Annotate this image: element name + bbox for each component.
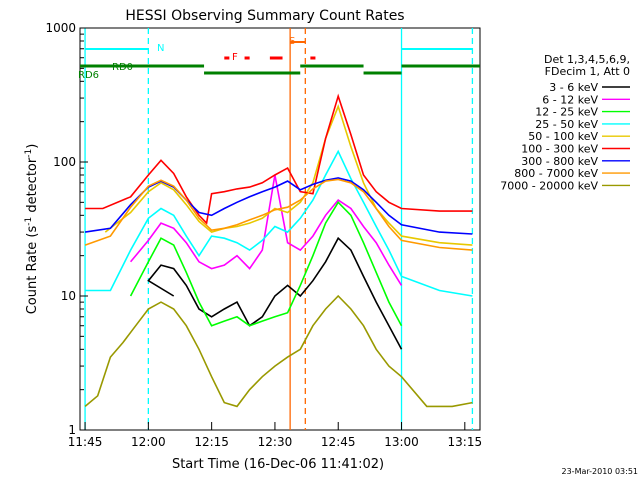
- x-tick-label-2: 12:15: [194, 435, 229, 449]
- annotation-rd0-label: RD0: [112, 62, 133, 73]
- legend-label-6: 300 - 800 keV: [521, 155, 598, 168]
- x-axis-label: Start Time (16-Dec-06 11:41:02): [172, 457, 384, 472]
- timestamp: 23-Mar-2010 03:51: [562, 467, 639, 476]
- annotation-labels: N S F RD0 RD6: [78, 36, 295, 81]
- x-tick-label-1: 12:00: [131, 435, 166, 449]
- series-line-8: [84, 294, 473, 408]
- y-tick-label-2: 100: [53, 155, 76, 169]
- legend-label-3: 25 - 50 keV: [535, 118, 598, 131]
- x-tick-label-4: 12:45: [321, 435, 356, 449]
- legend-label-4: 50 - 100 keV: [528, 130, 598, 143]
- y-axis-label-sup1: -1: [24, 217, 34, 226]
- series-layer: [84, 93, 473, 408]
- legend-label-0: 3 - 6 keV: [549, 81, 598, 94]
- series-line-0: [147, 236, 403, 350]
- x-axis: 11:45 12:00 12:15 12:30 12:45 13:00 13:15: [68, 422, 482, 449]
- y-tick-label-1: 10: [61, 289, 76, 303]
- legend-label-8: 7000 - 20000 keV: [500, 179, 598, 192]
- series-line-3: [85, 149, 473, 297]
- legend-label-1: 6 - 12 keV: [542, 93, 598, 106]
- series-line-1: [129, 174, 403, 286]
- legend-label-7: 800 - 7000 keV: [514, 167, 598, 180]
- y-tick-label-0: 1: [68, 423, 76, 437]
- legend: Det 1,3,4,5,6,9,FDecim 1, Att 0 3 - 6 keV…: [500, 53, 630, 192]
- y-axis-label-sup2: -1: [24, 149, 34, 158]
- x-tick-label-5: 13:00: [384, 435, 419, 449]
- series-line-6: [84, 177, 473, 235]
- legend-label-2: 12 - 25 keV: [535, 106, 598, 119]
- y-axis: 1 10 100 1000: [45, 21, 88, 437]
- annotation-n-label: N: [157, 43, 164, 54]
- legend-header-1: FDecim 1, Att 0: [545, 65, 630, 78]
- y-axis-label: Count Rate (s-1 detector-1): [24, 144, 40, 315]
- plot-area: [79, 27, 481, 431]
- series-line-5: [85, 93, 473, 225]
- annotation-s-label: S: [289, 36, 295, 47]
- series-line-7: [84, 178, 473, 251]
- series-line-2: [129, 201, 403, 327]
- legend-header-0: Det 1,3,4,5,6,9,: [544, 53, 630, 66]
- y-axis-label-end: ): [25, 144, 40, 149]
- y-tick-label-3: 1000: [45, 21, 76, 35]
- chart-title: HESSI Observing Summary Count Rates: [125, 8, 404, 24]
- annotation-f-label: F: [232, 52, 238, 63]
- y-axis-label-main: Count Rate (s: [25, 226, 40, 315]
- x-tick-label-3: 12:30: [258, 435, 293, 449]
- annotation-rd6-label: RD6: [78, 70, 99, 81]
- legend-label-5: 100 - 300 keV: [521, 143, 598, 156]
- x-tick-label-0: 11:45: [68, 435, 103, 449]
- x-tick-label-6: 13:15: [448, 435, 483, 449]
- y-axis-label-mid: detector: [25, 157, 40, 217]
